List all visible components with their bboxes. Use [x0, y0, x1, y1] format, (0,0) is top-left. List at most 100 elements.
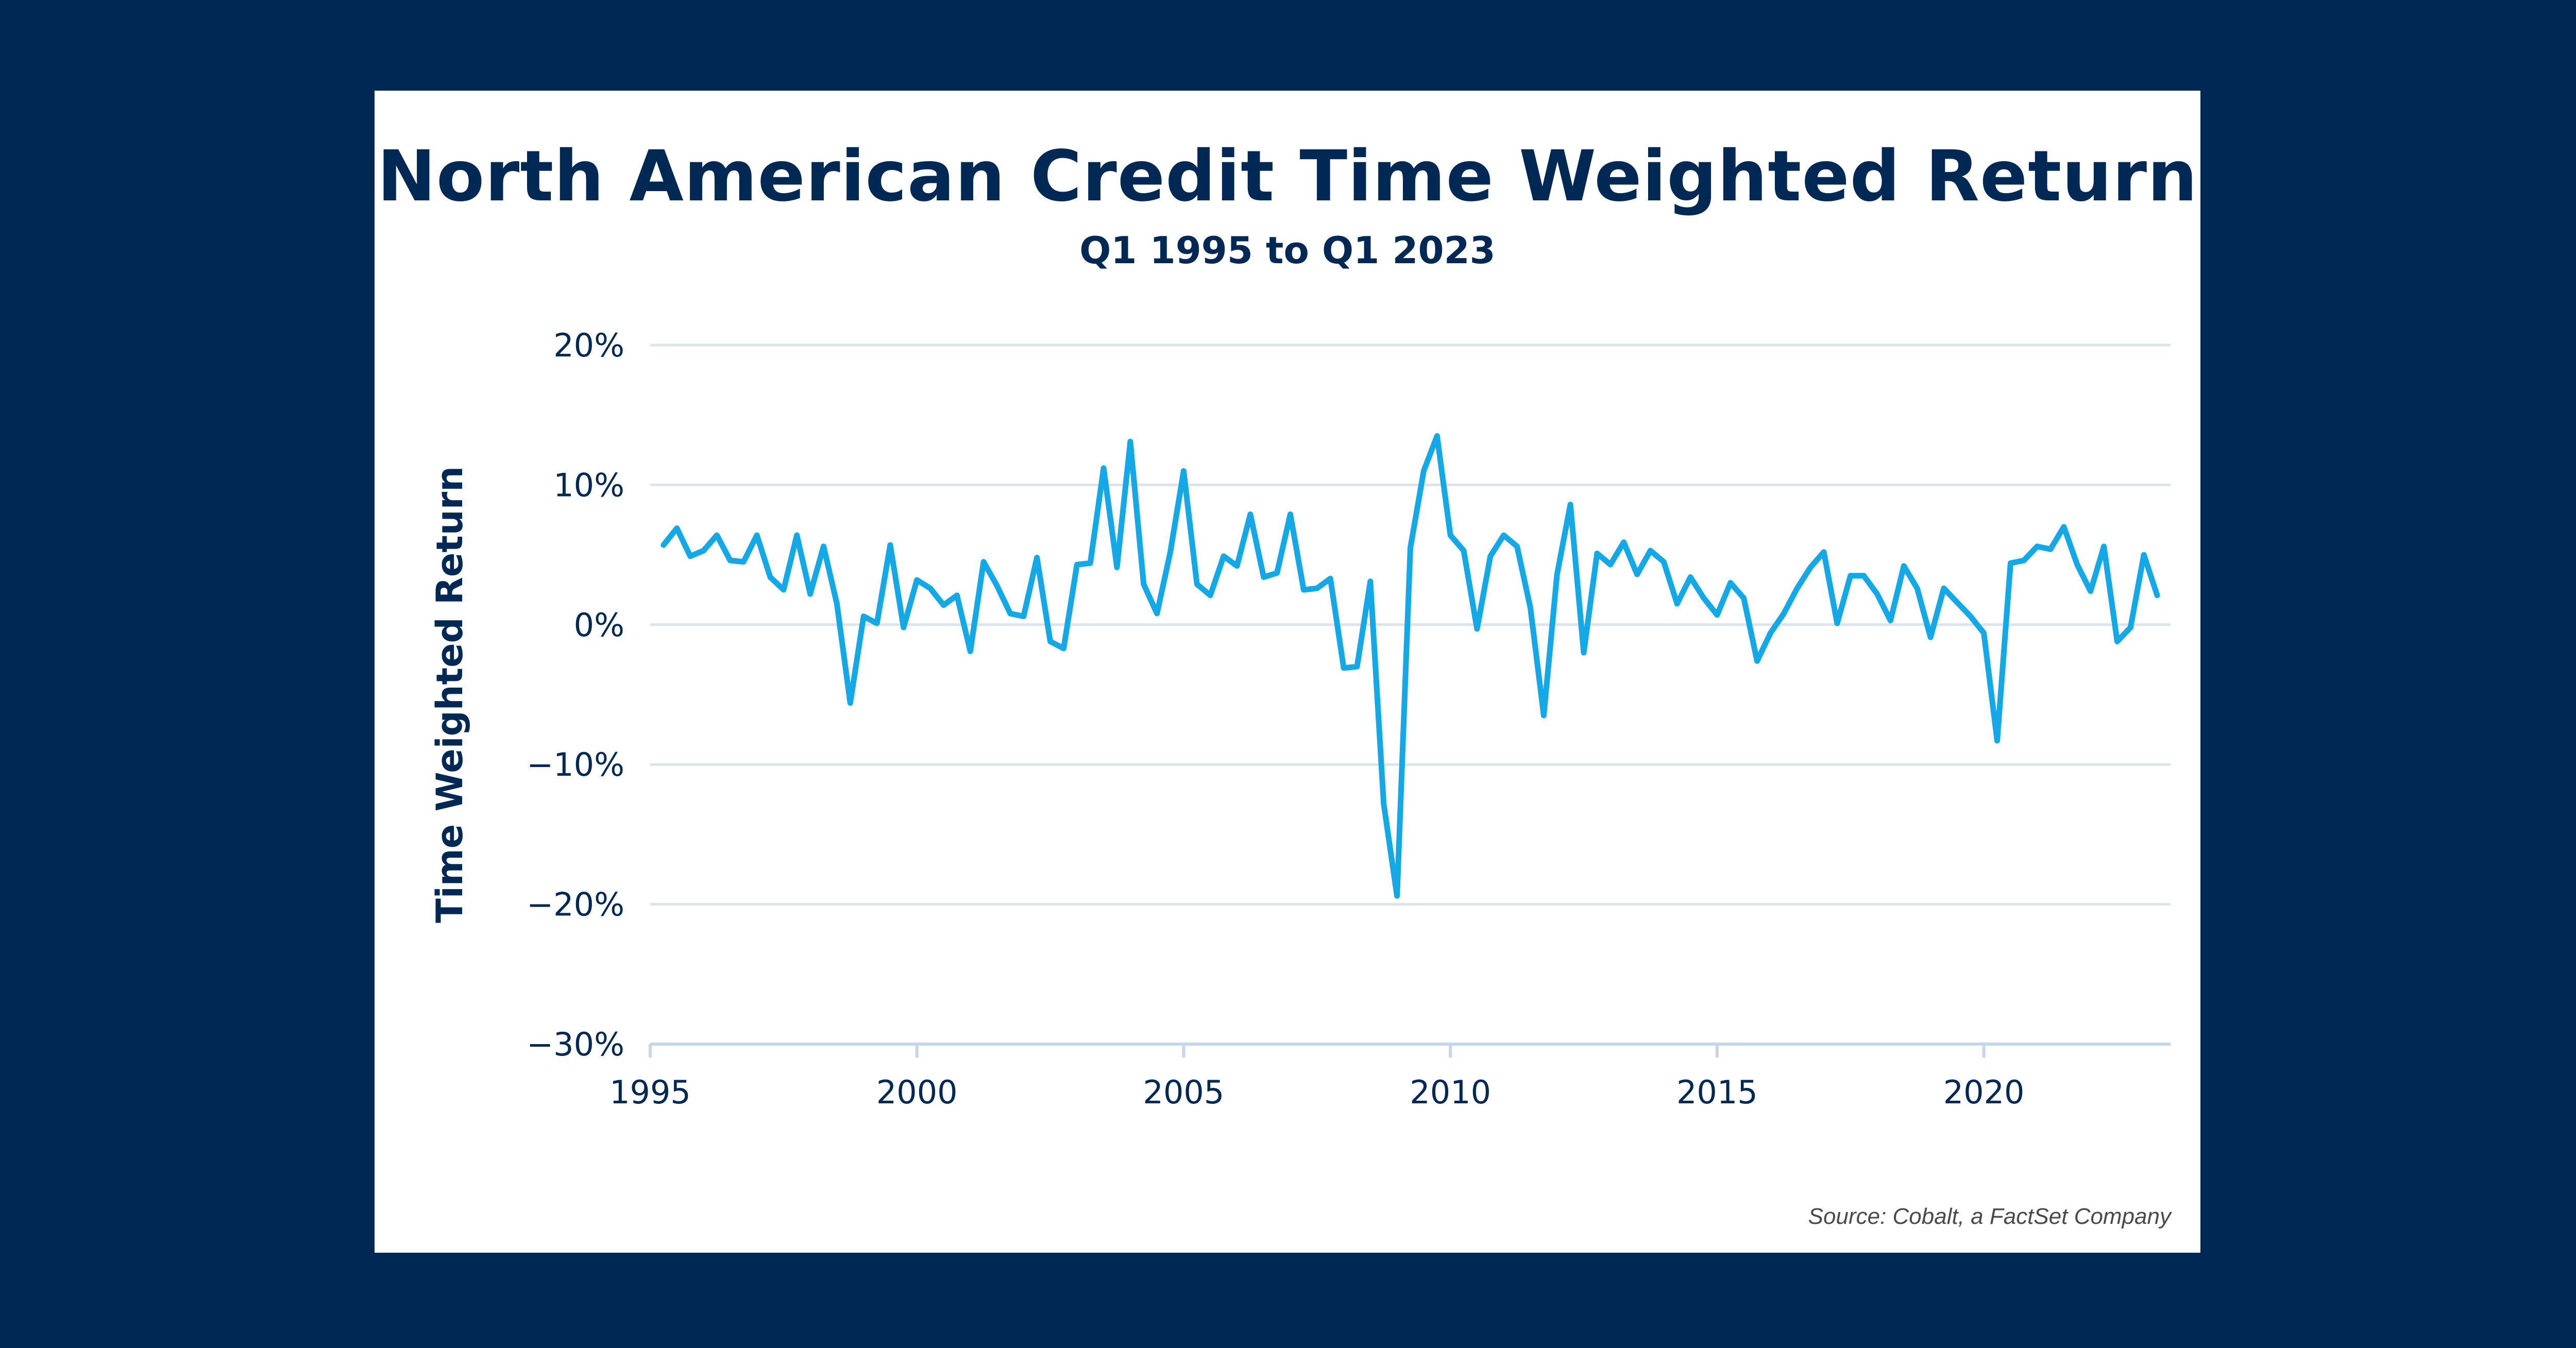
data-point — [1514, 543, 1520, 549]
y-tick-label: −30% — [527, 1026, 624, 1063]
data-point — [1874, 591, 1880, 597]
data-point — [1047, 639, 1053, 644]
data-point — [914, 577, 920, 583]
data-point — [781, 587, 786, 592]
x-tick-label: 1995 — [609, 1073, 691, 1111]
data-point — [1594, 551, 1600, 556]
data-point — [1021, 613, 1026, 619]
data-point — [2061, 524, 2066, 530]
y-tick-label: 10% — [553, 466, 624, 504]
data-point — [1274, 570, 1280, 576]
data-point — [1434, 433, 1440, 439]
data-point — [927, 586, 933, 591]
data-point — [954, 592, 960, 598]
series-layer — [660, 433, 2160, 899]
data-point — [727, 557, 733, 563]
data-point — [1688, 574, 1693, 580]
gridlines — [650, 344, 2171, 906]
data-point — [2074, 562, 2080, 568]
x-tick-label: 2005 — [1143, 1073, 1225, 1111]
data-point — [1061, 645, 1066, 651]
data-point — [1341, 665, 1347, 671]
data-point — [1234, 563, 1240, 569]
x-tick-label: 2020 — [1943, 1073, 2025, 1111]
data-point — [1007, 611, 1013, 617]
data-point — [874, 621, 880, 626]
data-point — [1181, 468, 1187, 474]
data-point — [714, 533, 720, 538]
data-point — [834, 601, 840, 607]
data-point — [1474, 626, 1480, 632]
data-point — [687, 553, 693, 559]
data-point — [941, 602, 946, 608]
data-point — [1354, 664, 1360, 670]
data-point — [1848, 573, 1853, 578]
data-point — [1408, 545, 1413, 551]
data-point — [1701, 595, 1706, 601]
y-tick-label: −10% — [527, 746, 624, 783]
x-axis-tick-labels: 1995 2000 2005 2010 2015 2020 — [609, 1073, 2024, 1111]
data-point — [1634, 572, 1640, 577]
chart-card: North American Credit Time Weighted Retu… — [375, 91, 2200, 1253]
data-point — [1781, 611, 1787, 617]
data-point — [1981, 630, 1987, 636]
x-axis — [649, 1043, 2171, 1057]
data-point — [1074, 562, 1080, 568]
data-point — [1941, 586, 1946, 591]
data-point — [1127, 439, 1133, 445]
data-point — [1461, 548, 1467, 553]
y-axis-tick-labels: 20% 10% 0% −10% −20% −30% — [527, 327, 624, 1063]
data-point — [1328, 576, 1333, 582]
data-point — [1727, 580, 1733, 586]
data-point — [1541, 713, 1547, 719]
data-point — [807, 591, 813, 597]
data-point — [1794, 586, 1800, 591]
data-point — [1141, 582, 1146, 587]
data-point — [1741, 595, 1747, 601]
data-point — [754, 533, 760, 538]
data-point — [968, 649, 973, 654]
x-tick-label: 2010 — [1410, 1073, 1491, 1111]
data-point — [1367, 578, 1373, 584]
y-tick-label: 0% — [574, 606, 624, 644]
data-point — [1114, 565, 1120, 570]
data-point — [2035, 543, 2040, 549]
x-tick-label: 2015 — [1676, 1073, 1758, 1111]
data-point — [2008, 560, 2013, 566]
data-point — [848, 700, 853, 706]
data-point — [1674, 601, 1680, 607]
data-point — [821, 543, 826, 549]
data-point — [1314, 586, 1320, 591]
data-point — [1528, 605, 1533, 611]
data-point — [701, 548, 706, 553]
data-point — [861, 613, 867, 619]
data-point — [1901, 563, 1907, 569]
data-point — [1661, 559, 1667, 565]
data-point — [1208, 592, 1213, 598]
data-point — [767, 574, 773, 580]
data-point — [1768, 630, 1773, 636]
data-point — [1287, 511, 1293, 517]
y-axis-label: Time Weighted Return — [429, 466, 471, 923]
data-point — [2155, 592, 2160, 598]
data-point — [1501, 533, 1506, 538]
data-point — [1861, 573, 1867, 578]
data-point — [1421, 468, 1427, 474]
data-point — [1808, 565, 1814, 570]
data-point — [1034, 555, 1040, 560]
data-point — [1381, 801, 1386, 807]
data-point — [1994, 738, 2000, 744]
data-point — [1888, 618, 1893, 623]
data-point — [674, 525, 680, 531]
data-point — [660, 542, 666, 548]
data-point — [1954, 600, 1960, 605]
data-point — [1394, 893, 1400, 899]
data-point — [1607, 562, 1613, 568]
data-point — [1154, 611, 1160, 617]
data-point — [901, 625, 906, 630]
data-point — [1928, 635, 1934, 640]
data-point — [1714, 612, 1720, 618]
chart-subtitle: Q1 1995 to Q1 2023 — [1079, 229, 1496, 272]
data-point — [1648, 548, 1653, 553]
y-tick-label: 20% — [553, 327, 624, 364]
